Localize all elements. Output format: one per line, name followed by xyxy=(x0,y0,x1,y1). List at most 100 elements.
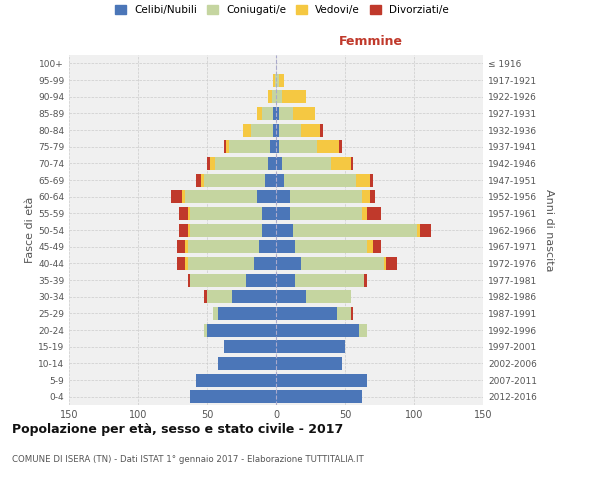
Bar xyxy=(276,74,279,86)
Bar xyxy=(276,274,295,286)
Bar xyxy=(417,224,419,236)
Bar xyxy=(276,157,281,170)
Bar xyxy=(284,174,356,186)
Bar xyxy=(331,157,350,170)
Bar xyxy=(279,107,293,120)
Bar xyxy=(202,174,204,186)
Bar xyxy=(188,240,259,253)
Y-axis label: Fasce di età: Fasce di età xyxy=(25,197,35,263)
Bar xyxy=(301,124,320,136)
Bar xyxy=(179,224,188,236)
Bar xyxy=(340,140,342,153)
Bar xyxy=(276,240,295,253)
Bar xyxy=(218,357,276,370)
Bar xyxy=(276,374,367,386)
Bar xyxy=(317,140,340,153)
Bar xyxy=(320,124,323,136)
Bar xyxy=(262,224,276,236)
Bar xyxy=(190,207,262,220)
Bar xyxy=(373,240,381,253)
Bar xyxy=(276,190,290,203)
Bar xyxy=(295,240,367,253)
Bar xyxy=(290,207,362,220)
Bar xyxy=(281,90,307,103)
Bar xyxy=(196,374,276,386)
Bar xyxy=(224,340,276,353)
Bar xyxy=(362,207,367,220)
Legend: Celibi/Nubili, Coniugati/e, Vedovi/e, Divorziati/e: Celibi/Nubili, Coniugati/e, Vedovi/e, Di… xyxy=(111,1,453,20)
Bar xyxy=(196,174,202,186)
Bar xyxy=(276,390,362,403)
Bar xyxy=(254,257,276,270)
Bar xyxy=(179,207,188,220)
Bar xyxy=(176,257,185,270)
Bar xyxy=(188,207,190,220)
Bar xyxy=(271,140,276,153)
Bar xyxy=(188,257,254,270)
Bar xyxy=(364,274,367,286)
Bar xyxy=(367,240,373,253)
Bar xyxy=(185,257,188,270)
Bar xyxy=(276,90,281,103)
Y-axis label: Anni di nascita: Anni di nascita xyxy=(544,188,554,271)
Bar xyxy=(265,174,276,186)
Bar xyxy=(350,307,353,320)
Bar xyxy=(207,157,210,170)
Bar xyxy=(307,290,350,303)
Bar xyxy=(232,290,276,303)
Bar xyxy=(185,240,188,253)
Bar xyxy=(276,307,337,320)
Bar xyxy=(276,224,293,236)
Bar xyxy=(204,324,207,336)
Bar xyxy=(272,90,276,103)
Bar xyxy=(290,190,362,203)
Bar xyxy=(257,107,262,120)
Bar xyxy=(276,290,307,303)
Bar xyxy=(295,274,364,286)
Bar xyxy=(273,107,276,120)
Bar xyxy=(185,190,257,203)
Bar xyxy=(204,174,265,186)
Bar xyxy=(359,324,367,336)
Bar xyxy=(293,224,417,236)
Bar xyxy=(210,157,215,170)
Bar xyxy=(268,157,276,170)
Bar xyxy=(190,390,276,403)
Bar xyxy=(367,207,381,220)
Bar xyxy=(386,257,397,270)
Bar xyxy=(262,107,273,120)
Bar xyxy=(350,157,353,170)
Bar xyxy=(362,190,370,203)
Bar xyxy=(212,307,218,320)
Bar xyxy=(276,324,359,336)
Bar xyxy=(190,224,262,236)
Bar xyxy=(276,207,290,220)
Bar xyxy=(276,340,345,353)
Bar xyxy=(215,157,268,170)
Bar xyxy=(279,124,301,136)
Bar xyxy=(370,190,376,203)
Bar xyxy=(204,290,207,303)
Bar xyxy=(276,357,342,370)
Bar xyxy=(273,124,276,136)
Bar xyxy=(207,324,276,336)
Bar xyxy=(337,307,350,320)
Bar xyxy=(224,140,226,153)
Bar xyxy=(188,274,190,286)
Bar xyxy=(226,140,229,153)
Bar xyxy=(190,274,245,286)
Bar xyxy=(293,107,314,120)
Bar xyxy=(276,124,279,136)
Bar xyxy=(245,274,276,286)
Bar xyxy=(207,290,232,303)
Bar xyxy=(229,140,271,153)
Bar xyxy=(301,257,383,270)
Bar xyxy=(276,174,284,186)
Bar xyxy=(276,257,301,270)
Bar xyxy=(419,224,431,236)
Bar xyxy=(356,174,370,186)
Bar xyxy=(276,140,279,153)
Bar xyxy=(176,240,185,253)
Bar xyxy=(279,140,317,153)
Text: Popolazione per età, sesso e stato civile - 2017: Popolazione per età, sesso e stato civil… xyxy=(12,422,343,436)
